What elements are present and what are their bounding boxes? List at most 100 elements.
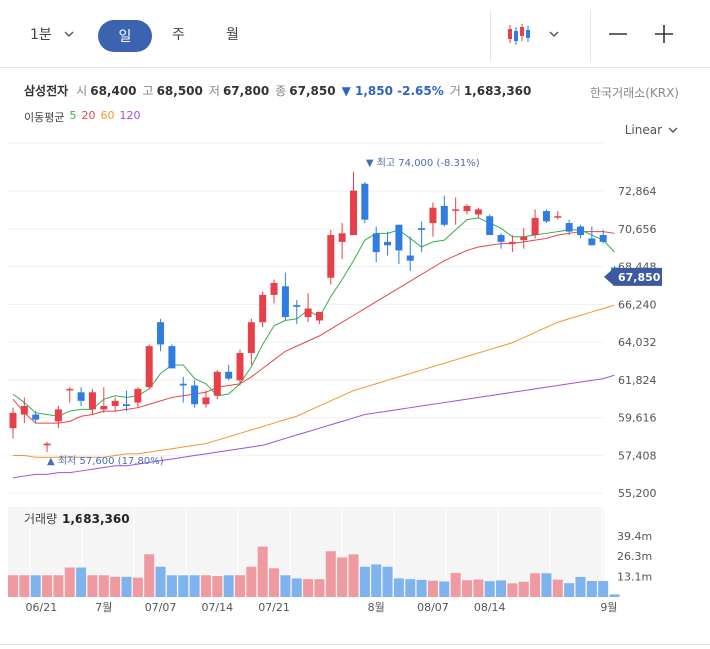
minus-icon[interactable] [606, 22, 630, 46]
candle-up [213, 370, 221, 400]
ma-legend-5: 5 [69, 109, 77, 122]
divider [590, 10, 591, 62]
scale-selector[interactable]: Linear [625, 123, 678, 137]
volume-bar [496, 580, 507, 597]
open-label: 시 [76, 84, 88, 98]
candle-body [213, 371, 221, 396]
candle-body [9, 412, 17, 429]
volume-label: 거 [449, 84, 461, 98]
candle-up [531, 209, 539, 239]
candle-up [20, 397, 28, 424]
volume-bar [246, 566, 257, 597]
candle-up [100, 387, 108, 413]
chart-toolbar: 1분 일 주 월 [0, 0, 710, 68]
candle-body [191, 385, 199, 405]
volume-bar [541, 573, 552, 597]
divider [0, 644, 710, 645]
candle-body [32, 414, 40, 420]
candle-down [32, 411, 40, 424]
volume-bar [359, 566, 370, 597]
candles [9, 171, 619, 453]
candle-down [77, 387, 85, 406]
volume-bar [416, 579, 427, 597]
ma-legend: 이동평균 5 20 60 120 [24, 109, 140, 125]
candle-body [43, 443, 51, 446]
candle-body [179, 383, 187, 386]
candle-body [395, 224, 403, 251]
candle-down [168, 344, 176, 369]
price-grid [8, 142, 604, 494]
volume-bar [121, 576, 132, 597]
candle-down [293, 299, 301, 324]
close-label: 종 [275, 84, 287, 98]
candle-down [372, 226, 380, 263]
candle-body [270, 282, 278, 295]
volume-bar [212, 576, 223, 597]
candle-body [111, 400, 119, 406]
tab-month[interactable]: 월 [226, 27, 239, 43]
exchange-label: 한국거래소(KRX) [590, 86, 679, 100]
candle-up [474, 207, 482, 218]
price-tick-label: 64,032 [618, 336, 657, 349]
candle-body [429, 207, 437, 224]
candle-body [350, 190, 357, 236]
candle-body [134, 388, 142, 403]
candle-down [542, 209, 550, 224]
volume-bar [76, 567, 87, 597]
date-tick-label: 9월 [600, 601, 617, 614]
candle-body [372, 233, 380, 253]
candle-body [486, 216, 494, 236]
chevron-down-icon [668, 127, 678, 133]
volume-bar [223, 575, 234, 597]
price-tick-label: 55,200 [618, 487, 657, 500]
candle-body [554, 216, 562, 218]
candle-down [384, 231, 392, 256]
candle-body [88, 392, 96, 410]
interval-selector[interactable]: 1분 [30, 24, 74, 44]
volume-title: 거래량 [24, 512, 57, 526]
ma60-line [13, 304, 615, 458]
volume-bar [325, 551, 336, 597]
candle-body [293, 305, 301, 307]
plus-icon[interactable] [652, 22, 676, 46]
volume-bar [30, 575, 41, 597]
candle-body [520, 236, 528, 241]
candle-up [247, 318, 255, 365]
candle-body [202, 397, 210, 405]
tab-week[interactable]: 주 [172, 27, 185, 43]
candle-up [350, 171, 357, 236]
open-value: 68,400 [90, 84, 137, 98]
candle-up [463, 204, 471, 215]
volume-bar [269, 568, 280, 597]
candle-down [440, 195, 448, 227]
candle-body [452, 209, 460, 211]
ma5-line [12, 217, 615, 417]
scale-label: Linear [624, 123, 662, 137]
candle-body [440, 205, 448, 225]
tab-day[interactable]: 일 [98, 20, 152, 52]
volume-bar [552, 579, 563, 597]
high-value: 68,500 [156, 84, 203, 98]
candle-down [123, 390, 130, 412]
ma120-line [12, 374, 615, 479]
candle-up [554, 211, 562, 220]
candle-up [270, 279, 278, 304]
volume-title-value: 1,683,360 [62, 512, 130, 526]
candle-up [304, 293, 312, 323]
candle-body [565, 223, 573, 232]
chevron-down-icon [549, 31, 559, 37]
candle-up [54, 405, 62, 429]
candle-down [577, 224, 584, 239]
candle-body [236, 352, 244, 381]
price-tick-label: 70,656 [618, 223, 657, 236]
chart-type-selector[interactable] [505, 20, 575, 48]
volume-bar [178, 575, 189, 597]
candle-body [361, 183, 369, 220]
candle-body [20, 405, 28, 415]
candle-body [531, 217, 539, 236]
candle-body [542, 211, 550, 222]
volume-bar [144, 554, 155, 597]
volume-bar [166, 575, 177, 597]
volume-bar [393, 578, 404, 597]
